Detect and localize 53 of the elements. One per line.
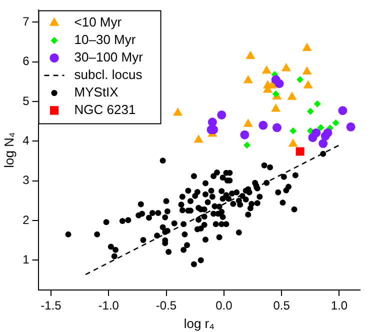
point	[317, 124, 324, 132]
legend-label: <10 Myr	[74, 14, 122, 30]
y-tick-label: 7	[22, 14, 30, 28]
x-axis-title: log r₄	[184, 316, 214, 331]
point	[217, 110, 226, 120]
point	[296, 147, 304, 156]
x-tick-label: -0.5	[156, 298, 177, 313]
point	[302, 42, 312, 52]
point	[318, 139, 328, 148]
point	[290, 127, 297, 134]
point	[243, 142, 250, 149]
point	[332, 119, 340, 126]
point	[243, 74, 253, 84]
point	[246, 50, 256, 59]
y-axis-title: log N₄	[1, 132, 16, 168]
y-tick-label: 4	[22, 133, 30, 148]
point	[288, 138, 298, 147]
x-tick-label: -1.0	[98, 298, 120, 313]
point	[302, 66, 312, 74]
point	[243, 118, 253, 127]
y-tick-label: 6	[22, 54, 30, 68]
x-tick-label: -1.5	[40, 298, 62, 313]
legend-label: MYStIX	[74, 84, 119, 100]
x-tick-label: 0.0	[216, 298, 233, 313]
point	[296, 76, 304, 84]
point	[194, 134, 204, 143]
point	[240, 130, 250, 140]
point	[173, 107, 183, 116]
point	[271, 104, 281, 112]
point	[287, 92, 297, 100]
point	[272, 90, 280, 98]
x-tick-label: 1.0	[330, 298, 348, 313]
point	[338, 106, 348, 116]
point	[346, 122, 356, 132]
point	[272, 123, 282, 132]
point	[306, 108, 314, 115]
legend-label: 10–30 Myr	[74, 32, 136, 48]
point	[323, 128, 332, 138]
y-tick-label: 3	[22, 173, 30, 188]
legend-label: subcl. locus	[74, 67, 143, 82]
point	[303, 80, 313, 88]
legend-label: 30–100 Myr	[74, 50, 144, 65]
y-tick-label: 1	[22, 252, 30, 267]
legend-label: NGC 6231	[74, 102, 136, 118]
point	[274, 79, 284, 88]
y-tick-label: 5	[22, 94, 30, 108]
point	[262, 65, 272, 74]
point	[312, 128, 321, 138]
point	[258, 120, 268, 130]
point	[281, 63, 291, 72]
x-tick-label: 0.5	[273, 298, 290, 313]
point	[314, 100, 321, 108]
y-tick-label: 2	[22, 212, 30, 227]
